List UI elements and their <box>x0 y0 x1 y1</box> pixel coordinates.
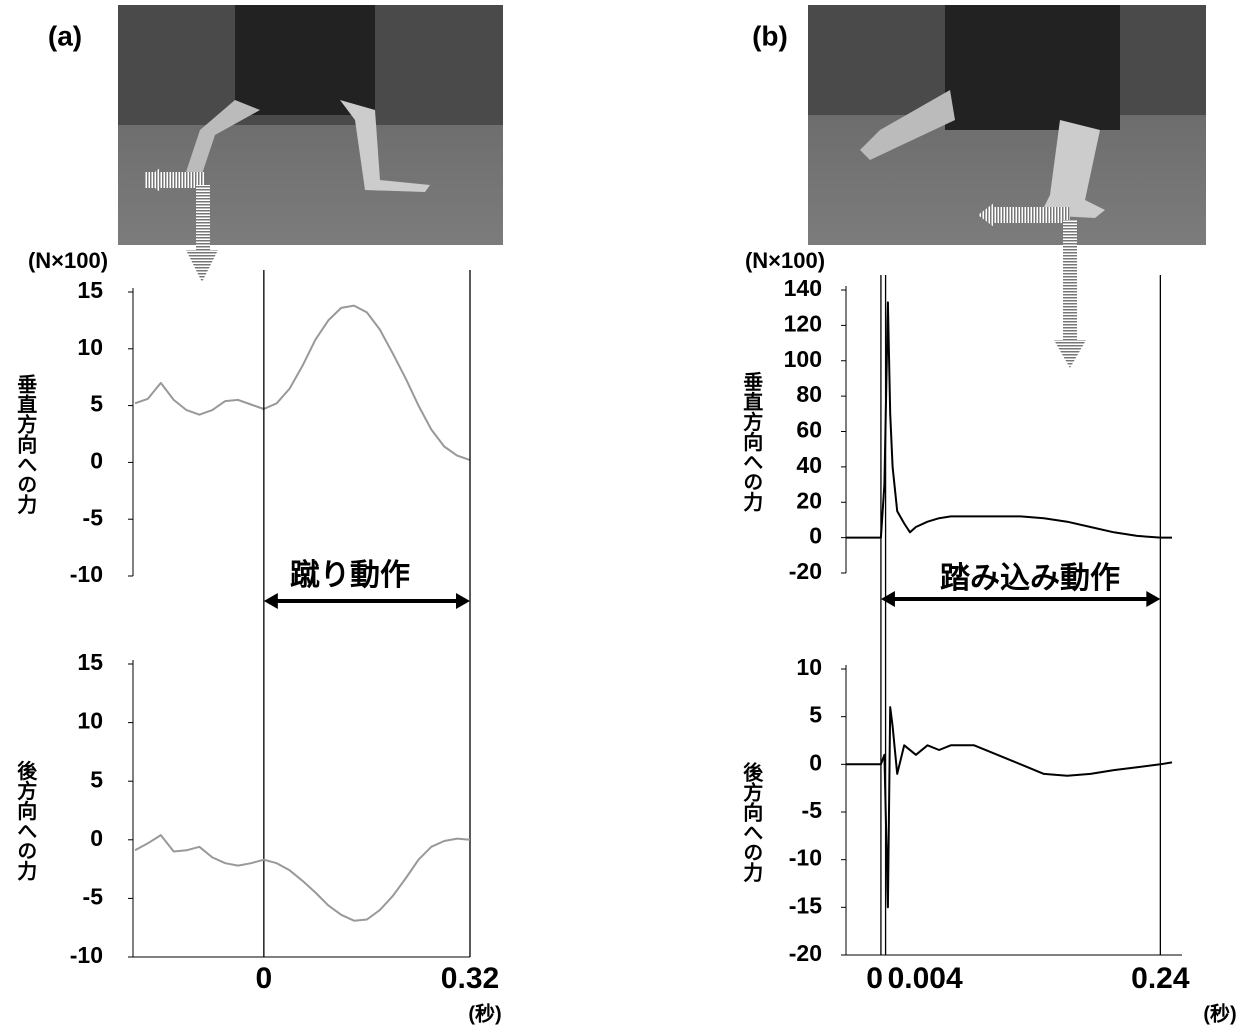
panel-label: (b) <box>752 20 788 51</box>
annotation: 踏み込み動作 <box>940 562 1120 595</box>
y-tick-label: 120 <box>784 310 822 336</box>
y-tick-label: 10 <box>796 654 822 680</box>
x-tick-label: 0.24 <box>1131 962 1190 995</box>
y-tick-label: 0 <box>809 523 822 549</box>
y-tick-label: 10 <box>77 708 103 734</box>
photo-a <box>118 5 503 250</box>
y-tick-label: 40 <box>796 452 822 478</box>
y-tick-label: -20 <box>789 558 822 584</box>
arrow-head <box>264 593 278 609</box>
y-tick-label: 15 <box>77 649 103 675</box>
y-tick-label: -5 <box>83 504 104 530</box>
arrow-head <box>1146 591 1160 607</box>
y-tick-label: -10 <box>70 942 103 968</box>
y-tick-label: 100 <box>784 346 822 372</box>
data-line <box>135 306 470 461</box>
photo-b <box>808 5 1206 345</box>
data-line <box>135 835 470 921</box>
y-tick-label: 5 <box>90 766 103 792</box>
arrow-down <box>1054 340 1086 368</box>
y-tick-label: 20 <box>796 487 822 513</box>
arrow-head <box>456 593 470 609</box>
y-axis-title: 後方向への力 <box>14 759 37 881</box>
y-tick-label: -5 <box>802 797 823 823</box>
x-unit: (秒) <box>468 1001 501 1025</box>
y-axis-title: 垂直方向への力 <box>14 374 37 515</box>
y-axis-title: 後方向への力 <box>740 761 763 883</box>
y-tick-label: 60 <box>796 417 822 443</box>
panel-label: (a) <box>48 20 82 51</box>
y-tick-label: -10 <box>70 561 103 587</box>
y-tick-label: 0 <box>90 825 103 851</box>
y-tick-label: 5 <box>809 702 822 728</box>
x-tick-label: 0 <box>866 962 883 995</box>
data-line <box>846 707 1172 907</box>
x-tick-label: 0.32 <box>441 962 499 995</box>
data-line <box>846 302 1172 537</box>
y-tick-label: 15 <box>77 277 103 303</box>
y-unit: (N×100) <box>28 248 108 273</box>
y-tick-label: 0 <box>90 447 103 473</box>
x-tick-label: 0.004 <box>888 962 963 995</box>
y-tick-label: -10 <box>789 845 822 871</box>
y-tick-label: -15 <box>789 892 822 918</box>
x-unit: (秒) <box>1203 1001 1236 1025</box>
page: {"chart_data": [ {"type": "line", "panel… <box>0 0 1253 1032</box>
y-axis-title: 垂直方向への力 <box>740 371 763 512</box>
y-unit: (N×100) <box>745 248 825 273</box>
y-tick-label: 5 <box>90 391 103 417</box>
y-tick-label: -20 <box>789 940 822 966</box>
x-tick-label: 0 <box>256 962 273 995</box>
y-tick-label: -5 <box>83 883 104 909</box>
figure: -10 -5 0 5 10 15 (a) (N×100) 垂直方向への力 -10 -5 0 5 10 15 後… <box>0 0 1253 1032</box>
arrow-head <box>881 591 895 607</box>
y-tick-label: 0 <box>809 749 822 775</box>
y-tick-label: 140 <box>784 275 822 301</box>
y-tick-label: 80 <box>796 381 822 407</box>
annotation: 蹴り動作 <box>290 559 410 592</box>
y-tick-label: 10 <box>77 334 103 360</box>
arrow-down <box>186 250 218 282</box>
